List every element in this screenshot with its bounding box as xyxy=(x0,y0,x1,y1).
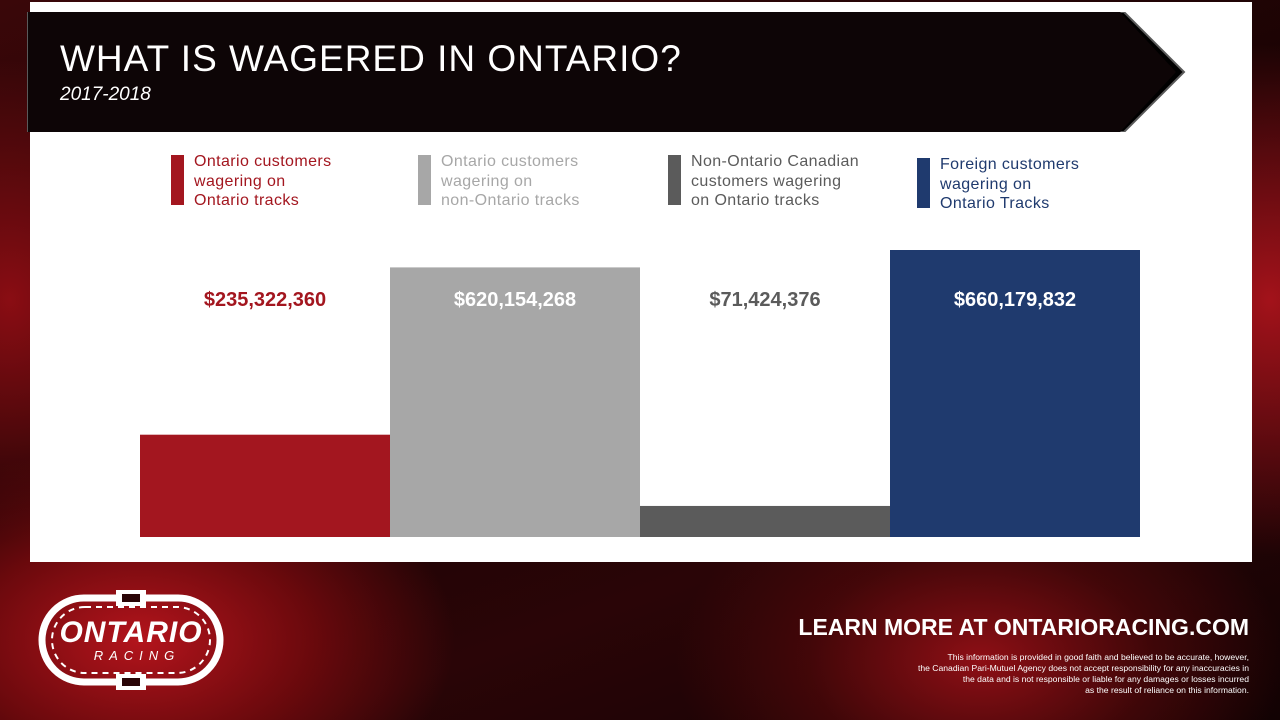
legend-swatch xyxy=(668,155,681,205)
bar-3 xyxy=(640,505,890,537)
logo-track-emblem xyxy=(38,590,224,690)
legend-label: Ontario customers wagering on Ontario tr… xyxy=(194,153,332,209)
bar-1 xyxy=(140,434,390,537)
page-subtitle: 2017-2018 xyxy=(60,84,151,105)
legend-item-ontario-on-non-ontario: Ontario customers wagering on non-Ontari… xyxy=(418,152,641,211)
logo-subtext: RACING xyxy=(93,648,181,663)
bar-value-label-2: $620,154,268 xyxy=(454,289,576,311)
legend-swatch xyxy=(917,158,930,208)
legend-label: Ontario customers wagering on non-Ontari… xyxy=(441,153,580,209)
title-banner xyxy=(0,12,1190,132)
logo-wordmark: ONTARIO xyxy=(59,616,203,649)
legend-swatch xyxy=(171,155,184,205)
bar-value-label-4: $660,179,832 xyxy=(954,289,1076,311)
bar-value-label-1: $235,322,360 xyxy=(204,289,326,311)
legend-item-non-ontario-canadian: Non-Ontario Canadian customers wagering … xyxy=(668,152,891,211)
learn-more-link[interactable]: LEARN MORE AT ONTARIORACING.COM xyxy=(798,614,1249,640)
banner-arrow-shape xyxy=(27,12,1186,132)
disclaimer: This information is provided in good fai… xyxy=(917,652,1249,695)
bar-4 xyxy=(890,250,1140,537)
legend-label: Foreign customers wagering on Ontario Tr… xyxy=(940,156,1080,212)
legend-label: Non-Ontario Canadian customers wagering … xyxy=(691,153,860,209)
legend-item-foreign: Foreign customers wagering on Ontario Tr… xyxy=(917,155,1140,214)
page-title: WHAT IS WAGERED IN ONTARIO? xyxy=(60,38,682,79)
ontario-racing-logo: ONTARIO RACING xyxy=(38,588,224,697)
bar-value-label-3: $71,424,376 xyxy=(709,289,820,311)
bar-2 xyxy=(390,267,640,537)
legend-swatch xyxy=(418,155,431,205)
legend-item-ontario-on-ontario: Ontario customers wagering on Ontario tr… xyxy=(171,152,394,211)
